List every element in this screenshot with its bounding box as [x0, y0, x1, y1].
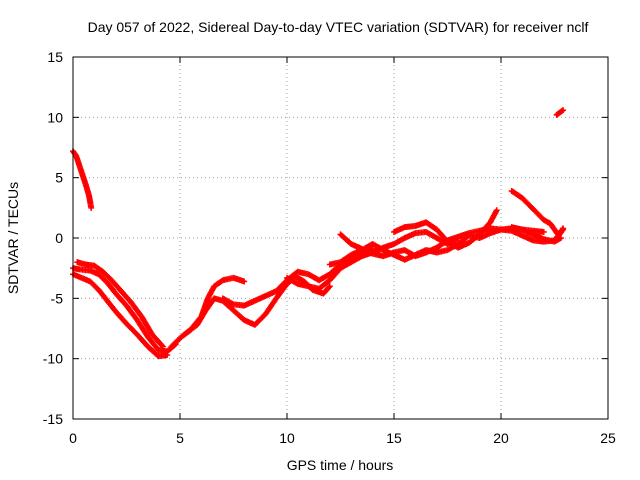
data-point: [560, 107, 567, 114]
data-point: [218, 278, 225, 285]
x-tick-label: 15: [386, 430, 402, 446]
data-point: [159, 343, 166, 350]
axis-ticks: 0 5 10 15 20 25 -15 -10 -5 0 5 10 15: [43, 49, 616, 446]
series-track-h: [284, 228, 462, 292]
data-point: [164, 352, 171, 359]
series-track-b: [70, 271, 171, 360]
series-track-m: [508, 224, 564, 245]
data-point: [560, 225, 567, 232]
x-axis-label: GPS time / hours: [287, 457, 394, 473]
x-tick-label: 20: [493, 430, 509, 446]
data-points: [70, 107, 567, 360]
y-tick-label: -5: [51, 290, 64, 306]
series-track-n: [553, 107, 567, 118]
y-tick-label: -10: [43, 351, 63, 367]
grid-lines: [73, 57, 608, 419]
data-point: [158, 342, 165, 349]
x-tick-label: 5: [176, 430, 184, 446]
y-tick-label: 10: [47, 109, 63, 125]
x-tick-label: 25: [600, 430, 616, 446]
y-tick-label: 5: [55, 170, 63, 186]
data-point: [241, 278, 248, 285]
y-tick-label: 0: [55, 230, 63, 246]
x-tick-label: 0: [69, 430, 77, 446]
series-track-l: [508, 187, 567, 239]
data-point: [493, 207, 500, 214]
chart-title: Day 057 of 2022, Sidereal Day-to-day VTE…: [88, 19, 589, 35]
y-tick-label: 15: [47, 49, 63, 65]
y-tick-label: -15: [43, 411, 63, 427]
series-track-d: [70, 148, 95, 211]
data-point: [558, 107, 565, 114]
series-track-a: [70, 265, 179, 355]
data-point: [540, 228, 547, 235]
data-point: [326, 283, 333, 290]
y-axis-label: SDTVAR / TECUs: [5, 182, 21, 294]
x-tick-label: 10: [279, 430, 295, 446]
data-point: [88, 204, 95, 211]
data-point: [557, 235, 564, 241]
data-point: [325, 284, 332, 291]
series-track-c: [74, 259, 166, 350]
